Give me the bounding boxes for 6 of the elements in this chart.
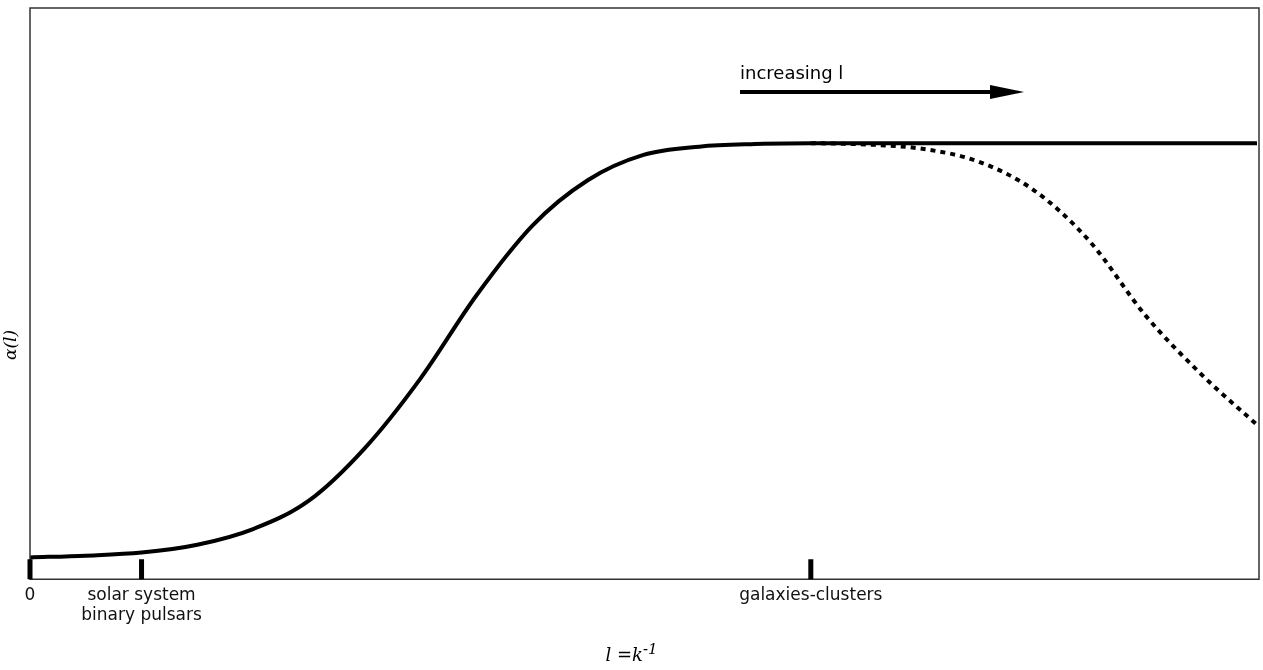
- x-axis-title: l =k$^{-1}$: [604, 640, 659, 665]
- x-tick-label: solar system binary pulsars: [81, 583, 202, 625]
- x-tick-label: galaxies-clusters: [739, 583, 883, 604]
- text: increasing l: [740, 62, 844, 83]
- x-tick-label: 0: [24, 583, 36, 604]
- y-axis-title: α(l): [0, 329, 20, 361]
